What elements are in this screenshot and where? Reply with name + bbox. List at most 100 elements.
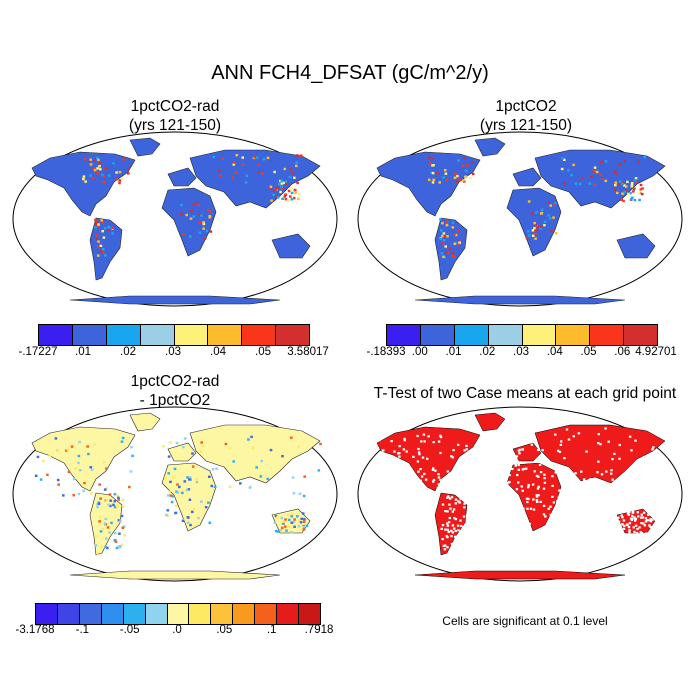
grid-cell: [303, 518, 306, 521]
nonsignificant-cell: [448, 503, 451, 506]
nonsignificant-cell: [520, 511, 523, 514]
grid-cell: [164, 476, 167, 479]
grid-cell: [291, 476, 295, 479]
grid-cell: [287, 525, 291, 528]
nonsignificant-cell: [444, 528, 447, 531]
map-top-right: [357, 131, 683, 307]
grid-cell: [90, 468, 94, 471]
grid-cell: [111, 226, 115, 230]
grid-cell: [101, 251, 105, 254]
grid-cell: [166, 509, 170, 512]
grid-cell: [239, 482, 242, 485]
grid-cell: [100, 219, 103, 222]
nonsignificant-cell: [470, 483, 473, 486]
nonsignificant-cell: [417, 470, 420, 473]
grid-cell: [293, 188, 297, 192]
nonsignificant-cell: [572, 435, 575, 438]
grid-cell: [97, 240, 100, 243]
nonsignificant-cell: [468, 515, 471, 518]
grid-cell: [457, 229, 460, 233]
nonsignificant-cell: [439, 436, 443, 439]
grid-cell: [630, 196, 634, 199]
grid-cell: [106, 526, 110, 529]
nonsignificant-cell: [381, 449, 384, 452]
nonsignificant-cell: [626, 512, 630, 515]
grid-cell: [78, 440, 81, 444]
grid-cell: [284, 525, 287, 528]
grid-cell: [94, 218, 97, 222]
nonsignificant-cell: [452, 475, 455, 478]
landmass: [414, 295, 626, 305]
colorbar-tick-label: .01: [75, 346, 91, 358]
nonsignificant-cell: [633, 530, 636, 533]
colorbar-tick-label: .03: [165, 346, 181, 358]
nonsignificant-cell: [412, 455, 415, 458]
grid-cell: [200, 441, 203, 444]
nonsignificant-cell: [507, 501, 511, 504]
grid-cell: [162, 445, 165, 448]
grid-cell: [190, 209, 193, 213]
grid-cell: [88, 159, 92, 163]
nonsignificant-cell: [508, 473, 511, 477]
nonsignificant-cell: [382, 485, 386, 488]
nonsignificant-cell: [432, 441, 435, 444]
grid-cell: [632, 189, 636, 192]
grid-cell: [165, 513, 168, 517]
grid-cell: [92, 167, 95, 171]
grid-cell: [103, 227, 107, 230]
grid-cell: [639, 183, 643, 187]
grid-cell: [535, 211, 538, 214]
colorbar-tick-label: .0: [172, 624, 182, 636]
grid-cell: [451, 254, 454, 257]
grid-cell: [115, 178, 119, 181]
grid-cell: [282, 522, 285, 525]
grid-cell: [464, 169, 468, 173]
map-bottom-right: [357, 406, 683, 582]
nonsignificant-cell: [463, 502, 466, 505]
grid-cell: [39, 478, 43, 481]
grid-cell: [530, 212, 534, 215]
grid-cell: [272, 193, 275, 196]
nonsignificant-cell: [443, 548, 447, 551]
grid-cell: [191, 510, 194, 514]
nonsignificant-cell: [450, 535, 453, 538]
nonsignificant-cell: [441, 538, 444, 541]
colorbar-swatch: [57, 604, 80, 624]
colorbar-tick-label: 3.58017: [287, 346, 329, 358]
grid-cell: [533, 221, 536, 225]
grid-cell: [277, 183, 281, 186]
grid-cell: [232, 460, 235, 463]
grid-cell: [548, 217, 552, 220]
grid-cell: [444, 251, 448, 255]
grid-cell: [166, 494, 170, 497]
grid-cell: [284, 180, 288, 183]
nonsignificant-cell: [649, 518, 652, 521]
nonsignificant-cell: [636, 478, 639, 481]
colorbar-swatch: [590, 325, 625, 345]
grid-cell: [118, 181, 121, 185]
grid-cell: [616, 191, 619, 195]
grid-cell: [95, 234, 99, 237]
nonsignificant-cell: [527, 497, 530, 500]
nonsignificant-cell: [378, 439, 381, 442]
grid-cell: [281, 187, 284, 190]
grid-cell: [279, 529, 282, 532]
grid-cell: [78, 469, 82, 472]
grid-cell: [46, 473, 49, 476]
grid-cell: [259, 475, 263, 478]
grid-cell: [593, 183, 597, 186]
landmass: [69, 570, 281, 580]
grid-cell: [96, 503, 99, 506]
grid-cell: [567, 169, 570, 172]
grid-cell: [89, 158, 92, 161]
nonsignificant-cell: [446, 510, 449, 513]
landmass: [512, 167, 542, 187]
nonsignificant-cell: [519, 448, 522, 451]
colorbar-swatch: [189, 604, 212, 624]
grid-cell: [115, 504, 119, 507]
nonsignificant-cell: [448, 516, 451, 520]
grid-cell: [302, 525, 306, 529]
grid-cell: [604, 160, 608, 163]
colorbar-tick-label: -.18393: [366, 346, 406, 358]
grid-cell: [120, 440, 124, 443]
